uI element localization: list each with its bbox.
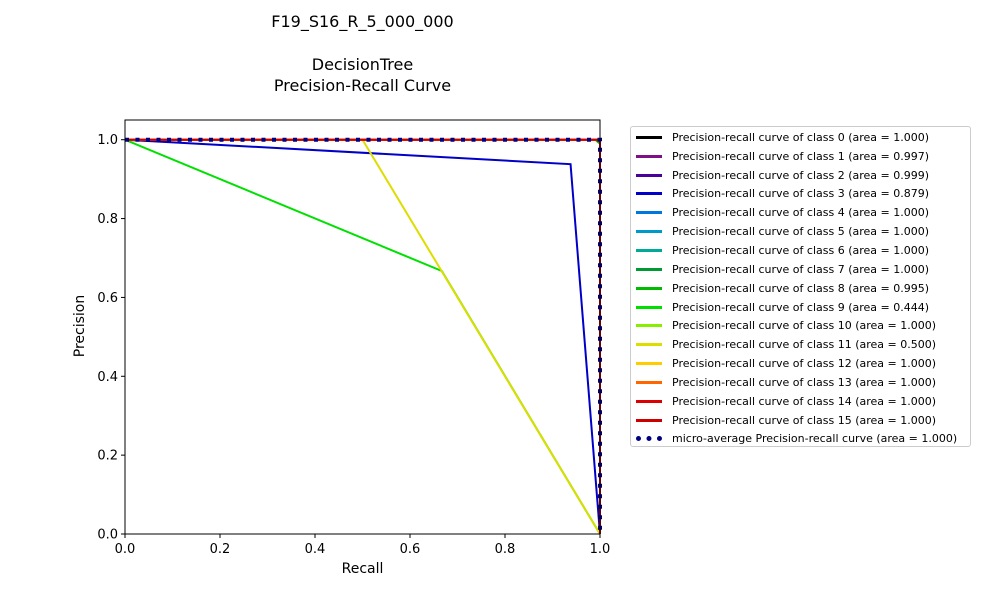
- legend-entry: Precision-recall curve of class 12 (area…: [631, 354, 970, 373]
- series-line-10: [125, 138, 601, 534]
- series-line-14: [125, 138, 601, 534]
- legend-entry: Precision-recall curve of class 4 (area …: [631, 203, 970, 222]
- legend-entry: Precision-recall curve of class 5 (area …: [631, 222, 970, 241]
- series-line-9: [124, 138, 601, 535]
- legend-swatch: [636, 436, 662, 442]
- legend-label: Precision-recall curve of class 6 (area …: [672, 243, 930, 257]
- legend-entry: Precision-recall curve of class 7 (area …: [631, 260, 970, 279]
- x-tick-label: 0.8: [495, 542, 516, 557]
- series-line-12: [125, 138, 601, 534]
- x-tick-label: 0.6: [400, 542, 421, 557]
- legend-label: Precision-recall curve of class 12 (area…: [672, 357, 937, 371]
- legend-entry: Precision-recall curve of class 0 (area …: [631, 128, 970, 147]
- legend-label: Precision-recall curve of class 11 (area…: [672, 338, 937, 352]
- legend-label: Precision-recall curve of class 10 (area…: [672, 319, 937, 333]
- legend-swatch: [636, 230, 662, 234]
- legend-swatch: [636, 305, 662, 309]
- x-tick-label: 0.2: [210, 542, 231, 557]
- legend-label: Precision-recall curve of class 1 (area …: [672, 149, 930, 163]
- tick-layer: 0.0 0.2 0.4 0.6 0.8 1.0 0.0 0.2 0.4 0.6 0.8 1.0: [97, 133, 610, 557]
- series-line-11: [125, 138, 601, 535]
- legend-entry: Precision-recall curve of class 9 (area …: [631, 298, 970, 317]
- y-tick-label: 1.0: [97, 133, 118, 148]
- series-line-1: [125, 138, 601, 534]
- series-line-16: [125, 137, 602, 534]
- chart-title-curve: Precision-Recall Curve: [273, 76, 452, 95]
- legend-label: Precision-recall curve of class 0 (area …: [672, 130, 930, 144]
- legend-label: Precision-recall curve of class 2 (area …: [672, 168, 930, 182]
- legend-swatch: [636, 380, 662, 384]
- legend-entry: Precision-recall curve of class 6 (area …: [631, 241, 970, 260]
- series-line-0: [125, 138, 601, 534]
- legend-entry: Precision-recall curve of class 2 (area …: [631, 166, 970, 185]
- series-line-6: [125, 138, 601, 534]
- legend-label: Precision-recall curve of class 13 (area…: [672, 375, 937, 389]
- axes-frame: [124, 119, 601, 535]
- y-tick-label: 0.6: [97, 291, 118, 306]
- legend-entry: Precision-recall curve of class 8 (area …: [631, 279, 970, 298]
- chart-title-dataset: F19_S16_R_5_000_000: [271, 12, 454, 31]
- series-line-7: [125, 138, 601, 534]
- y-tick-label: 0.2: [97, 449, 118, 464]
- legend-swatch: [636, 173, 662, 177]
- legend-label: micro-average Precision-recall curve (ar…: [672, 432, 958, 446]
- legend-swatch: [636, 267, 662, 271]
- legend-swatch: [636, 211, 662, 215]
- legend-label: Precision-recall curve of class 15 (area…: [672, 413, 937, 427]
- legend-label: Precision-recall curve of class 4 (area …: [672, 206, 930, 220]
- y-tick-label: 0.8: [97, 212, 118, 227]
- legend-entry: Precision-recall curve of class 10 (area…: [631, 316, 970, 335]
- legend-entry: Precision-recall curve of class 15 (area…: [631, 411, 970, 430]
- series-line-15: [125, 138, 601, 534]
- legend-entry: Precision-recall curve of class 14 (area…: [631, 392, 970, 411]
- series-line-5: [125, 138, 601, 534]
- series-layer: [124, 137, 602, 535]
- chart-title-model: DecisionTree: [311, 55, 414, 74]
- series-line-8: [125, 138, 601, 534]
- x-axis-label: Recall: [341, 561, 384, 577]
- legend-swatch: [636, 362, 662, 366]
- legend-entry: Precision-recall curve of class 11 (area…: [631, 335, 970, 354]
- x-tick-label: 1.0: [590, 542, 611, 557]
- legend-swatch: [636, 343, 662, 347]
- series-line-13: [125, 138, 601, 534]
- legend-label: Precision-recall curve of class 8 (area …: [672, 281, 930, 295]
- legend-swatch: [636, 154, 662, 158]
- legend-label: Precision-recall curve of class 9 (area …: [672, 300, 930, 314]
- legend-swatch: [636, 418, 662, 422]
- legend-entry: Precision-recall curve of class 13 (area…: [631, 373, 970, 392]
- y-tick-label: 0.4: [97, 370, 118, 385]
- legend-entry: Precision-recall curve of class 1 (area …: [631, 147, 970, 166]
- legend-label: Precision-recall curve of class 3 (area …: [672, 187, 930, 201]
- legend-swatch: [636, 248, 662, 252]
- legend-swatch: [636, 192, 662, 196]
- legend-swatch: [636, 286, 662, 290]
- y-tick-label: 0.0: [97, 528, 118, 543]
- legend: Precision-recall curve of class 0 (area …: [630, 126, 971, 447]
- x-tick-label: 0.4: [305, 542, 326, 557]
- x-tick-label: 0.0: [115, 542, 136, 557]
- legend-swatch: [636, 135, 662, 139]
- y-axis-label: Precision: [72, 294, 88, 358]
- legend-label: Precision-recall curve of class 7 (area …: [672, 262, 930, 276]
- legend-label: Precision-recall curve of class 5 (area …: [672, 225, 930, 239]
- series-line-2: [125, 138, 601, 534]
- legend-swatch: [636, 324, 662, 328]
- legend-entry: micro-average Precision-recall curve (ar…: [631, 430, 970, 449]
- series-line-4: [125, 138, 601, 534]
- legend-label: Precision-recall curve of class 14 (area…: [672, 394, 937, 408]
- legend-entry: Precision-recall curve of class 3 (area …: [631, 185, 970, 204]
- series-line-3: [124, 138, 601, 535]
- legend-swatch: [636, 399, 662, 403]
